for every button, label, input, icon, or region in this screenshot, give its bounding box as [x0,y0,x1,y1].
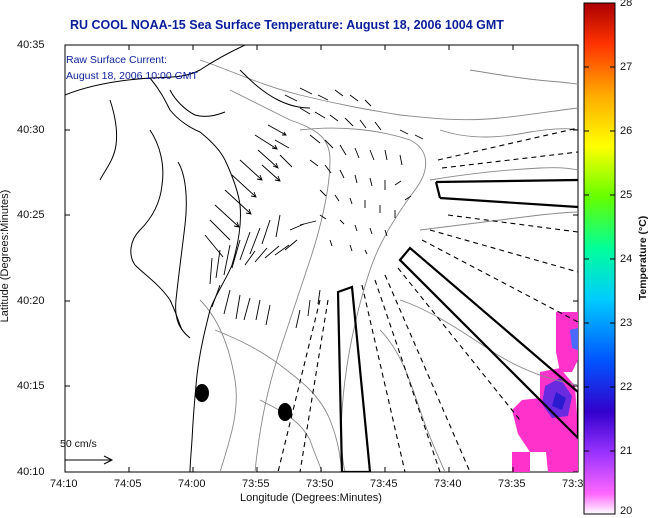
radar-range-lines [277,127,578,472]
x-tick-label: 73:40 [434,478,462,490]
y-tick-label: 40:30 [17,124,45,136]
colorbar-tick-label: 23 [620,317,633,329]
colorbar-tick-label: 22 [620,381,633,393]
colorbar-tick-label: 24 [620,253,633,265]
scale-label: 50 cm/s [60,438,97,450]
x-axis-title: Longitude (Degrees:Minutes) [240,492,382,504]
map-title: RU COOL NOAA-15 Sea Surface Temperature:… [70,18,504,32]
colorbar-tick-label: 26 [620,125,633,137]
colorbar-title: Temperature (°C) [637,215,649,301]
y-tick-label: 40:20 [17,295,45,307]
coastline [65,45,311,472]
x-tick-label: 74:05 [114,478,142,490]
y-tick-label: 40:25 [17,209,45,221]
colorbar-tick-label: 25 [620,189,633,201]
colorbar-tick-label: 21 [620,445,633,457]
bathymetry-contours [199,59,578,472]
y-tick-label: 40:15 [17,380,45,392]
x-tick-label: 73:35 [498,478,526,490]
x-tick-label: 73:55 [242,478,270,490]
scale-arrow [65,455,114,465]
x-tick-label: 74:00 [178,478,206,490]
y-axis-ticks [65,44,578,473]
colorbar-ticks [584,66,615,452]
x-axis-ticks [64,45,514,472]
x-tick-label: 73:50 [306,478,334,490]
colorbar-tick-label: 20 [620,505,633,517]
y-tick-label: 40:10 [17,466,45,478]
y-axis-title: Latitude (Degrees:Minutes) [0,189,11,323]
station-marker [278,403,292,421]
radar-beams [336,178,578,472]
y-tick-label: 40:35 [17,39,45,51]
current-vectors [204,87,424,329]
x-tick-label: 74:10 [50,478,78,490]
x-tick-label: 73:3 [562,478,584,490]
colorbar-tick-label: 28 [620,0,633,9]
station-marker [195,384,209,402]
x-tick-label: 73:45 [370,478,398,490]
colorbar-tick-label: 27 [620,61,633,73]
current-note-line2: August 18, 2006 10:00 GMT [66,70,198,82]
current-note-line1: Raw Surface Current: [66,54,167,66]
plot-frame [64,44,579,473]
